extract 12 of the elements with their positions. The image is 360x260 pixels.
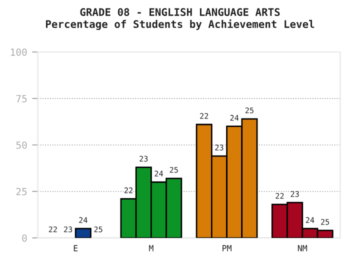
chart-title: GRADE 08 - ENGLISH LANGUAGE ARTS [80, 8, 280, 16]
y-tick-label: 50 [16, 141, 27, 149]
bar [74, 228, 92, 238]
x-tick-label: M [149, 245, 154, 252]
y-tick-label: 25 [16, 188, 27, 196]
x-tick-label: PM [222, 245, 232, 252]
y-tick-label: 100 [10, 48, 27, 56]
chart-subtitle: Percentage of Students by Achievement Level [46, 19, 314, 30]
y-tick-label: 0 [22, 234, 27, 242]
x-tick-label: E [74, 245, 78, 252]
y-tick-label: 75 [16, 95, 27, 102]
x-tick-label: NM [298, 245, 308, 252]
